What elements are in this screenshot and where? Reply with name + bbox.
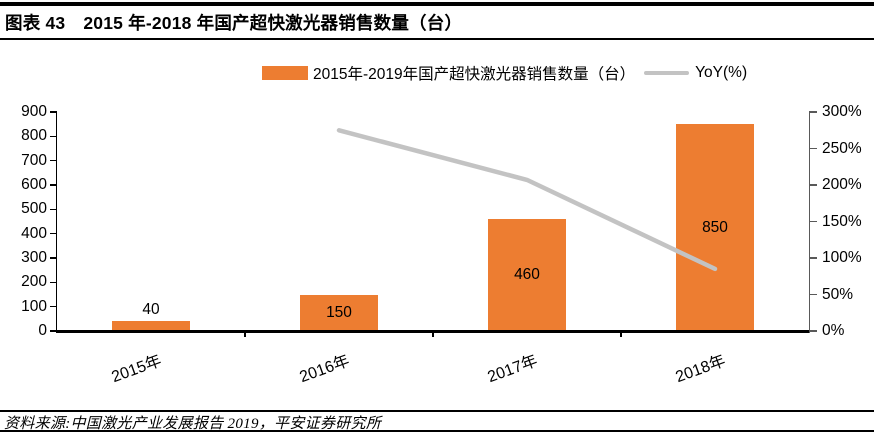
y-axis-left-tick-label: 400: [21, 224, 47, 242]
x-axis-category-label: 2018年: [673, 352, 728, 387]
line-series-swatch-icon: [644, 70, 690, 76]
bar-2016年: [300, 294, 378, 331]
footer-rule-bottom: [0, 430, 874, 432]
y-axis-right-tick-label: 250%: [822, 139, 862, 157]
y-axis-left-tick-mark: [50, 111, 57, 113]
y-axis-left-tick-label: 500: [21, 200, 47, 218]
legend-bar-series-label: 2015年-2019年国产超快激光器销售数量（台）: [313, 66, 636, 83]
y-axis-left-tick-label: 900: [21, 103, 47, 120]
y-axis-right-tick-label: 150%: [822, 212, 862, 230]
y-axis-right-tick-mark: [809, 220, 817, 223]
yoy-line: [336, 128, 718, 272]
y-axis-right-tick-mark: [809, 330, 817, 332]
bar-data-label: 460: [514, 266, 540, 284]
x-axis-tick-mark: [620, 331, 622, 337]
y-axis-left-tick-label: 700: [21, 151, 47, 169]
y-axis-left-tick-mark: [50, 232, 57, 235]
bar-2018年: [676, 124, 754, 331]
y-axis-right-tick-mark: [809, 111, 817, 113]
y-axis-right-tick-mark: [809, 147, 817, 150]
source-note: 资料来源:中国激光产业发展报告 2019，平安证券研究所: [4, 416, 382, 432]
y-axis-left-tick-mark: [50, 135, 57, 138]
y-axis-right-line: [808, 112, 810, 333]
bar-2015年: [112, 321, 190, 331]
y-axis-left-tick-label: 600: [21, 176, 47, 193]
x-axis-category-label: 2017年: [485, 352, 540, 387]
figure-title: 图表 43 2015 年-2018 年国产超快激光器销售数量（台）: [5, 10, 462, 35]
y-axis-left-tick-label: 100: [21, 297, 47, 315]
bar-data-label: 850: [702, 218, 728, 236]
header-rule-bottom: [0, 38, 874, 40]
chart-title: 2015 年-2018 年国产超快激光器销售数量（台）: [83, 13, 463, 33]
bar-series-swatch-icon: [262, 66, 308, 80]
y-axis-left-tick-label: 800: [21, 127, 47, 145]
figure-label: 图表 43: [5, 13, 66, 33]
y-axis-right-tick-label: 0%: [822, 322, 845, 339]
y-axis-left-tick-mark: [50, 257, 57, 259]
y-axis-left-tick-mark: [50, 184, 57, 186]
x-axis-category-label: 2015年: [109, 352, 164, 387]
legend-line-series-label: YoY(%): [695, 64, 748, 81]
y-axis-right-tick-label: 50%: [822, 285, 854, 303]
y-axis-right-tick-label: 100%: [822, 249, 862, 266]
y-axis-left-tick-label: 0: [38, 322, 47, 339]
footer-rule-top: [0, 410, 874, 412]
x-axis-tick-mark: [244, 331, 246, 337]
chart-legend: 2015年-2019年国产超快激光器销售数量（台） YoY(%): [262, 64, 748, 83]
bar-2017年: [488, 219, 566, 331]
y-axis-right-tick-mark: [809, 257, 817, 259]
x-axis-tick-mark: [432, 331, 434, 337]
x-axis-line: [55, 330, 809, 333]
bar-data-label: 150: [326, 303, 352, 321]
y-axis-left-tick-mark: [50, 281, 57, 284]
yoy-line-series: [336, 128, 718, 272]
y-axis-right-tick-mark: [809, 184, 817, 186]
y-axis-left-tick-mark: [50, 208, 57, 211]
y-axis-left-tick-label: 200: [21, 273, 47, 291]
y-axis-left-tick-label: 300: [21, 249, 47, 266]
y-axis-left-tick-mark: [50, 305, 57, 308]
y-axis-right-tick-mark: [809, 293, 817, 296]
y-axis-right-tick-label: 200%: [822, 176, 862, 193]
y-axis-left-line: [55, 112, 57, 331]
y-axis-left-tick-mark: [50, 330, 57, 332]
x-axis-category-label: 2016年: [297, 352, 352, 387]
header-rule-top: [0, 2, 874, 6]
y-axis-right-tick-label: 300%: [822, 103, 862, 120]
y-axis-left-tick-mark: [50, 159, 57, 162]
bar-data-label: 40: [142, 301, 160, 319]
